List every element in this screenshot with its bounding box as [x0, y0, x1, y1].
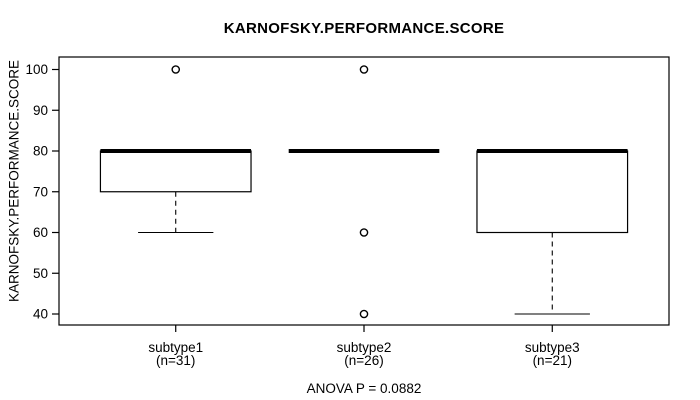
x-tick-sublabel: (n=31): [156, 353, 195, 368]
x-tick-sublabel: (n=26): [344, 353, 383, 368]
chart-title: KARNOFSKY.PERFORMANCE.SCORE: [223, 20, 505, 37]
outlier-point: [359, 65, 369, 74]
y-tick-label: 90: [33, 103, 48, 118]
y-tick-label: 50: [33, 266, 48, 281]
y-tick-label: 100: [25, 62, 48, 77]
anova-p-text: ANOVA P = 0.0882: [306, 381, 422, 396]
y-tick-label: 70: [33, 184, 48, 199]
outlier-point: [359, 309, 369, 319]
iqr-box: [476, 150, 629, 234]
x-tick-label: subtype2: [337, 340, 392, 355]
x-tick-sublabel: (n=21): [533, 353, 572, 368]
outlier-point: [359, 228, 369, 237]
y-tick-label: 60: [33, 225, 48, 240]
outlier-point: [171, 65, 181, 74]
y-tick-label: 40: [33, 307, 48, 322]
x-tick-label: subtype1: [148, 340, 203, 355]
y-tick-label: 80: [33, 144, 48, 159]
x-tick-label: subtype3: [525, 340, 580, 355]
iqr-box: [99, 150, 252, 193]
